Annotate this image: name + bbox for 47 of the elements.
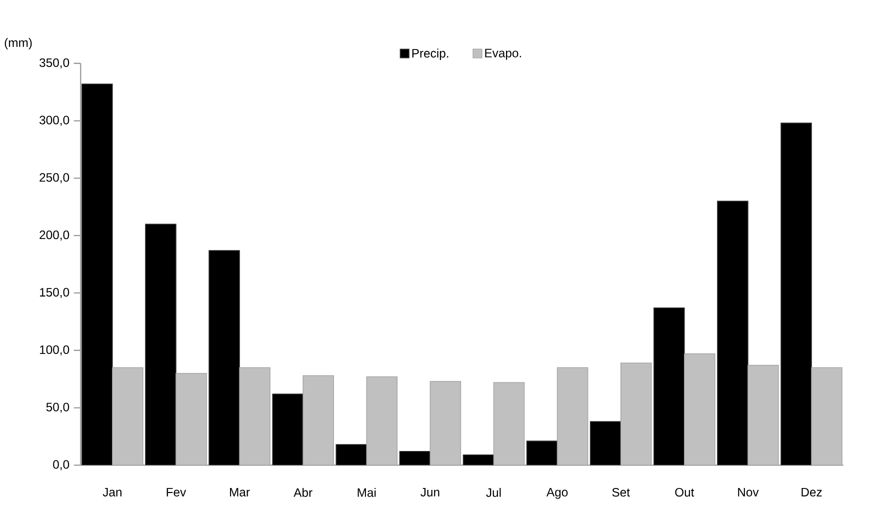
- bar: [556, 367, 588, 466]
- bar: [82, 84, 113, 466]
- bar: [654, 308, 685, 466]
- bar: [400, 451, 430, 466]
- bar: [493, 382, 525, 466]
- y-tick-label: 0,0: [53, 460, 70, 470]
- bar: [145, 224, 176, 466]
- x-tick-label: Ago: [546, 488, 568, 499]
- bar: [748, 364, 779, 466]
- legend-label: Precip.: [412, 48, 448, 60]
- y-tick-label: 200,0: [40, 230, 70, 241]
- legend-label: Evapo.: [485, 48, 522, 60]
- x-tick-label: Dez: [802, 488, 822, 497]
- x-tick-label: Abr: [294, 488, 312, 497]
- x-tick-label: Set: [612, 488, 630, 497]
- bar: [430, 381, 462, 466]
- bar: [112, 367, 144, 466]
- bar: [336, 444, 368, 466]
- x-tick-label: Nov: [738, 488, 759, 497]
- bar: [620, 362, 652, 466]
- y-tick-label: 250,0: [40, 173, 70, 184]
- x-tick-label: Jan: [102, 488, 122, 497]
- y-tick-label: 350,0: [40, 58, 70, 68]
- bar: [780, 122, 812, 466]
- x-tick-label: Out: [675, 488, 694, 497]
- bar: [366, 376, 398, 466]
- bar: [463, 454, 494, 466]
- bar: [272, 394, 304, 466]
- y-axis-title: (mm): [4, 38, 32, 50]
- y-tick-label: 300,0: [40, 116, 70, 126]
- x-tick-label: Jul: [486, 488, 501, 497]
- bar: [590, 421, 622, 466]
- x-tick-label: Mai: [358, 488, 376, 497]
- bar: [684, 353, 716, 466]
- bar: [208, 250, 240, 466]
- bar: [176, 372, 207, 466]
- bar: [239, 367, 270, 466]
- y-tick-label: 100,0: [40, 345, 70, 356]
- bar: [526, 440, 558, 466]
- x-tick-label: Jun: [420, 488, 440, 497]
- x-tick-label: Mar: [230, 488, 250, 497]
- y-tick-label: 150,0: [40, 288, 70, 298]
- bar: [811, 367, 842, 466]
- bar: [302, 375, 334, 466]
- bar: [717, 200, 748, 466]
- y-tick-label: 50,0: [46, 402, 70, 413]
- x-tick-label: Fev: [166, 488, 186, 497]
